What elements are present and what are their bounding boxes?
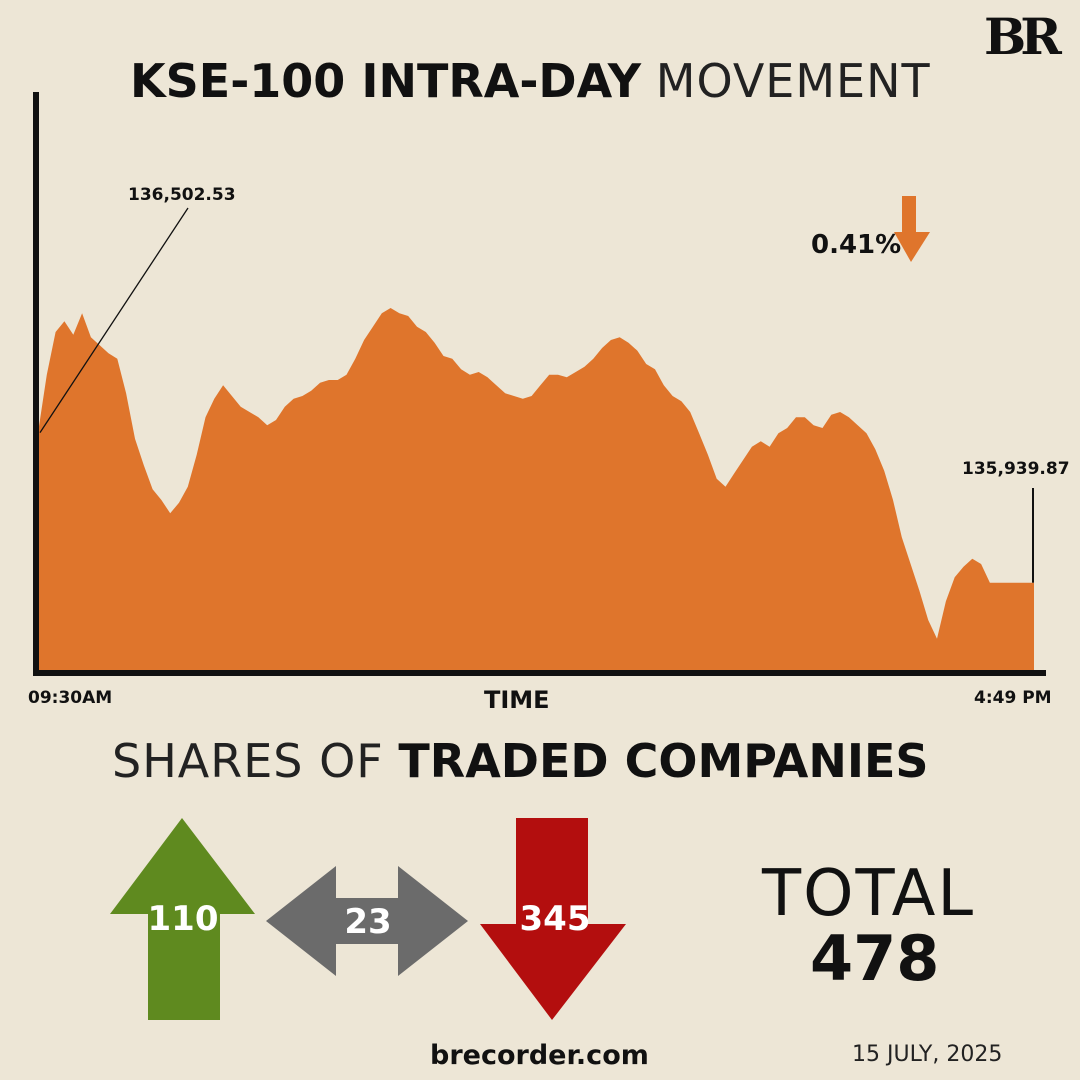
- shares-title: SHARES OF TRADED COMPANIES: [112, 738, 929, 784]
- shares-title-light: SHARES OF: [112, 734, 384, 788]
- x-axis-title: TIME: [484, 686, 550, 714]
- intraday-area-chart: 136,502.53 135,939.87: [33, 92, 1070, 676]
- chart-area-series: [38, 308, 1034, 672]
- up-arrow-icon: [110, 818, 255, 1020]
- chart-title-bold: KSE-100 INTRA-DAY: [130, 54, 642, 108]
- date-label: 15 JULY, 2025: [852, 1042, 1003, 1067]
- advancers-count: 110: [147, 899, 219, 939]
- chart-title-light: MOVEMENT: [655, 54, 931, 108]
- close-value-label: 135,939.87: [962, 459, 1070, 479]
- total-value: 478: [810, 922, 940, 995]
- x-tick-start: 09:30AM: [28, 688, 113, 708]
- change-percent: 0.41%: [811, 230, 902, 260]
- chart-title: KSE-100 INTRA-DAY MOVEMENT: [130, 58, 990, 104]
- site-link[interactable]: brecorder.com: [430, 1040, 649, 1071]
- arrow-down-icon: [894, 196, 930, 262]
- unchanged-count: 23: [344, 902, 392, 942]
- open-leader-line: [39, 207, 189, 434]
- shares-title-bold: TRADED COMPANIES: [398, 734, 929, 788]
- open-value-label: 136,502.53: [128, 185, 236, 205]
- x-tick-end: 4:49 PM: [974, 688, 1052, 708]
- total-label: TOTAL: [762, 857, 976, 931]
- decliners-count: 345: [519, 899, 591, 939]
- left-right-arrow-icon: [266, 866, 468, 976]
- down-arrow-icon: [480, 818, 626, 1020]
- brand-logo: BR: [984, 7, 1062, 66]
